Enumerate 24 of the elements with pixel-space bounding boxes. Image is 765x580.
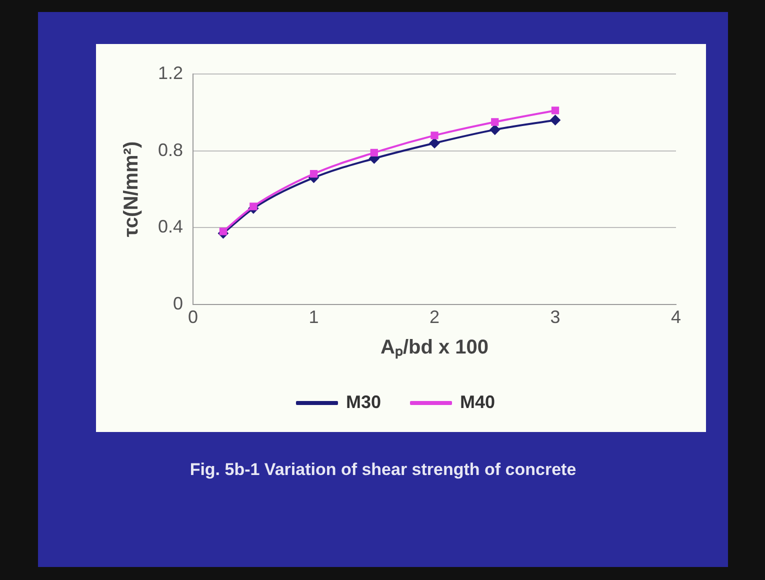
point	[490, 124, 500, 135]
x-tick-label: 2	[430, 307, 440, 328]
point	[250, 202, 258, 210]
point	[491, 118, 499, 126]
point	[430, 138, 440, 148]
point	[310, 170, 318, 178]
y-tick-label: 0	[173, 293, 184, 314]
x-tick-label: 3	[550, 307, 560, 328]
point	[370, 148, 378, 157]
point	[550, 115, 560, 126]
x-tick-label: 0	[188, 307, 198, 328]
y-tick-label: 0.8	[158, 140, 184, 160]
legend-label: M30	[346, 392, 381, 412]
point	[551, 106, 560, 114]
x-tick-label: 4	[670, 307, 682, 328]
x-axis-title: Aₚ/bd x 100	[380, 336, 489, 360]
caption: Fig. 5b-1 Variation of shear strength of concrete	[188, 460, 578, 480]
y-tick-label: 0.4	[158, 216, 184, 237]
y-tick-label: 1.2	[158, 62, 184, 83]
y-axis-title: τc(N/mm²)	[120, 141, 143, 238]
legend-label: M40	[460, 392, 496, 412]
point	[430, 132, 438, 140]
point	[219, 228, 228, 236]
x-tick-label: 1	[308, 307, 319, 328]
